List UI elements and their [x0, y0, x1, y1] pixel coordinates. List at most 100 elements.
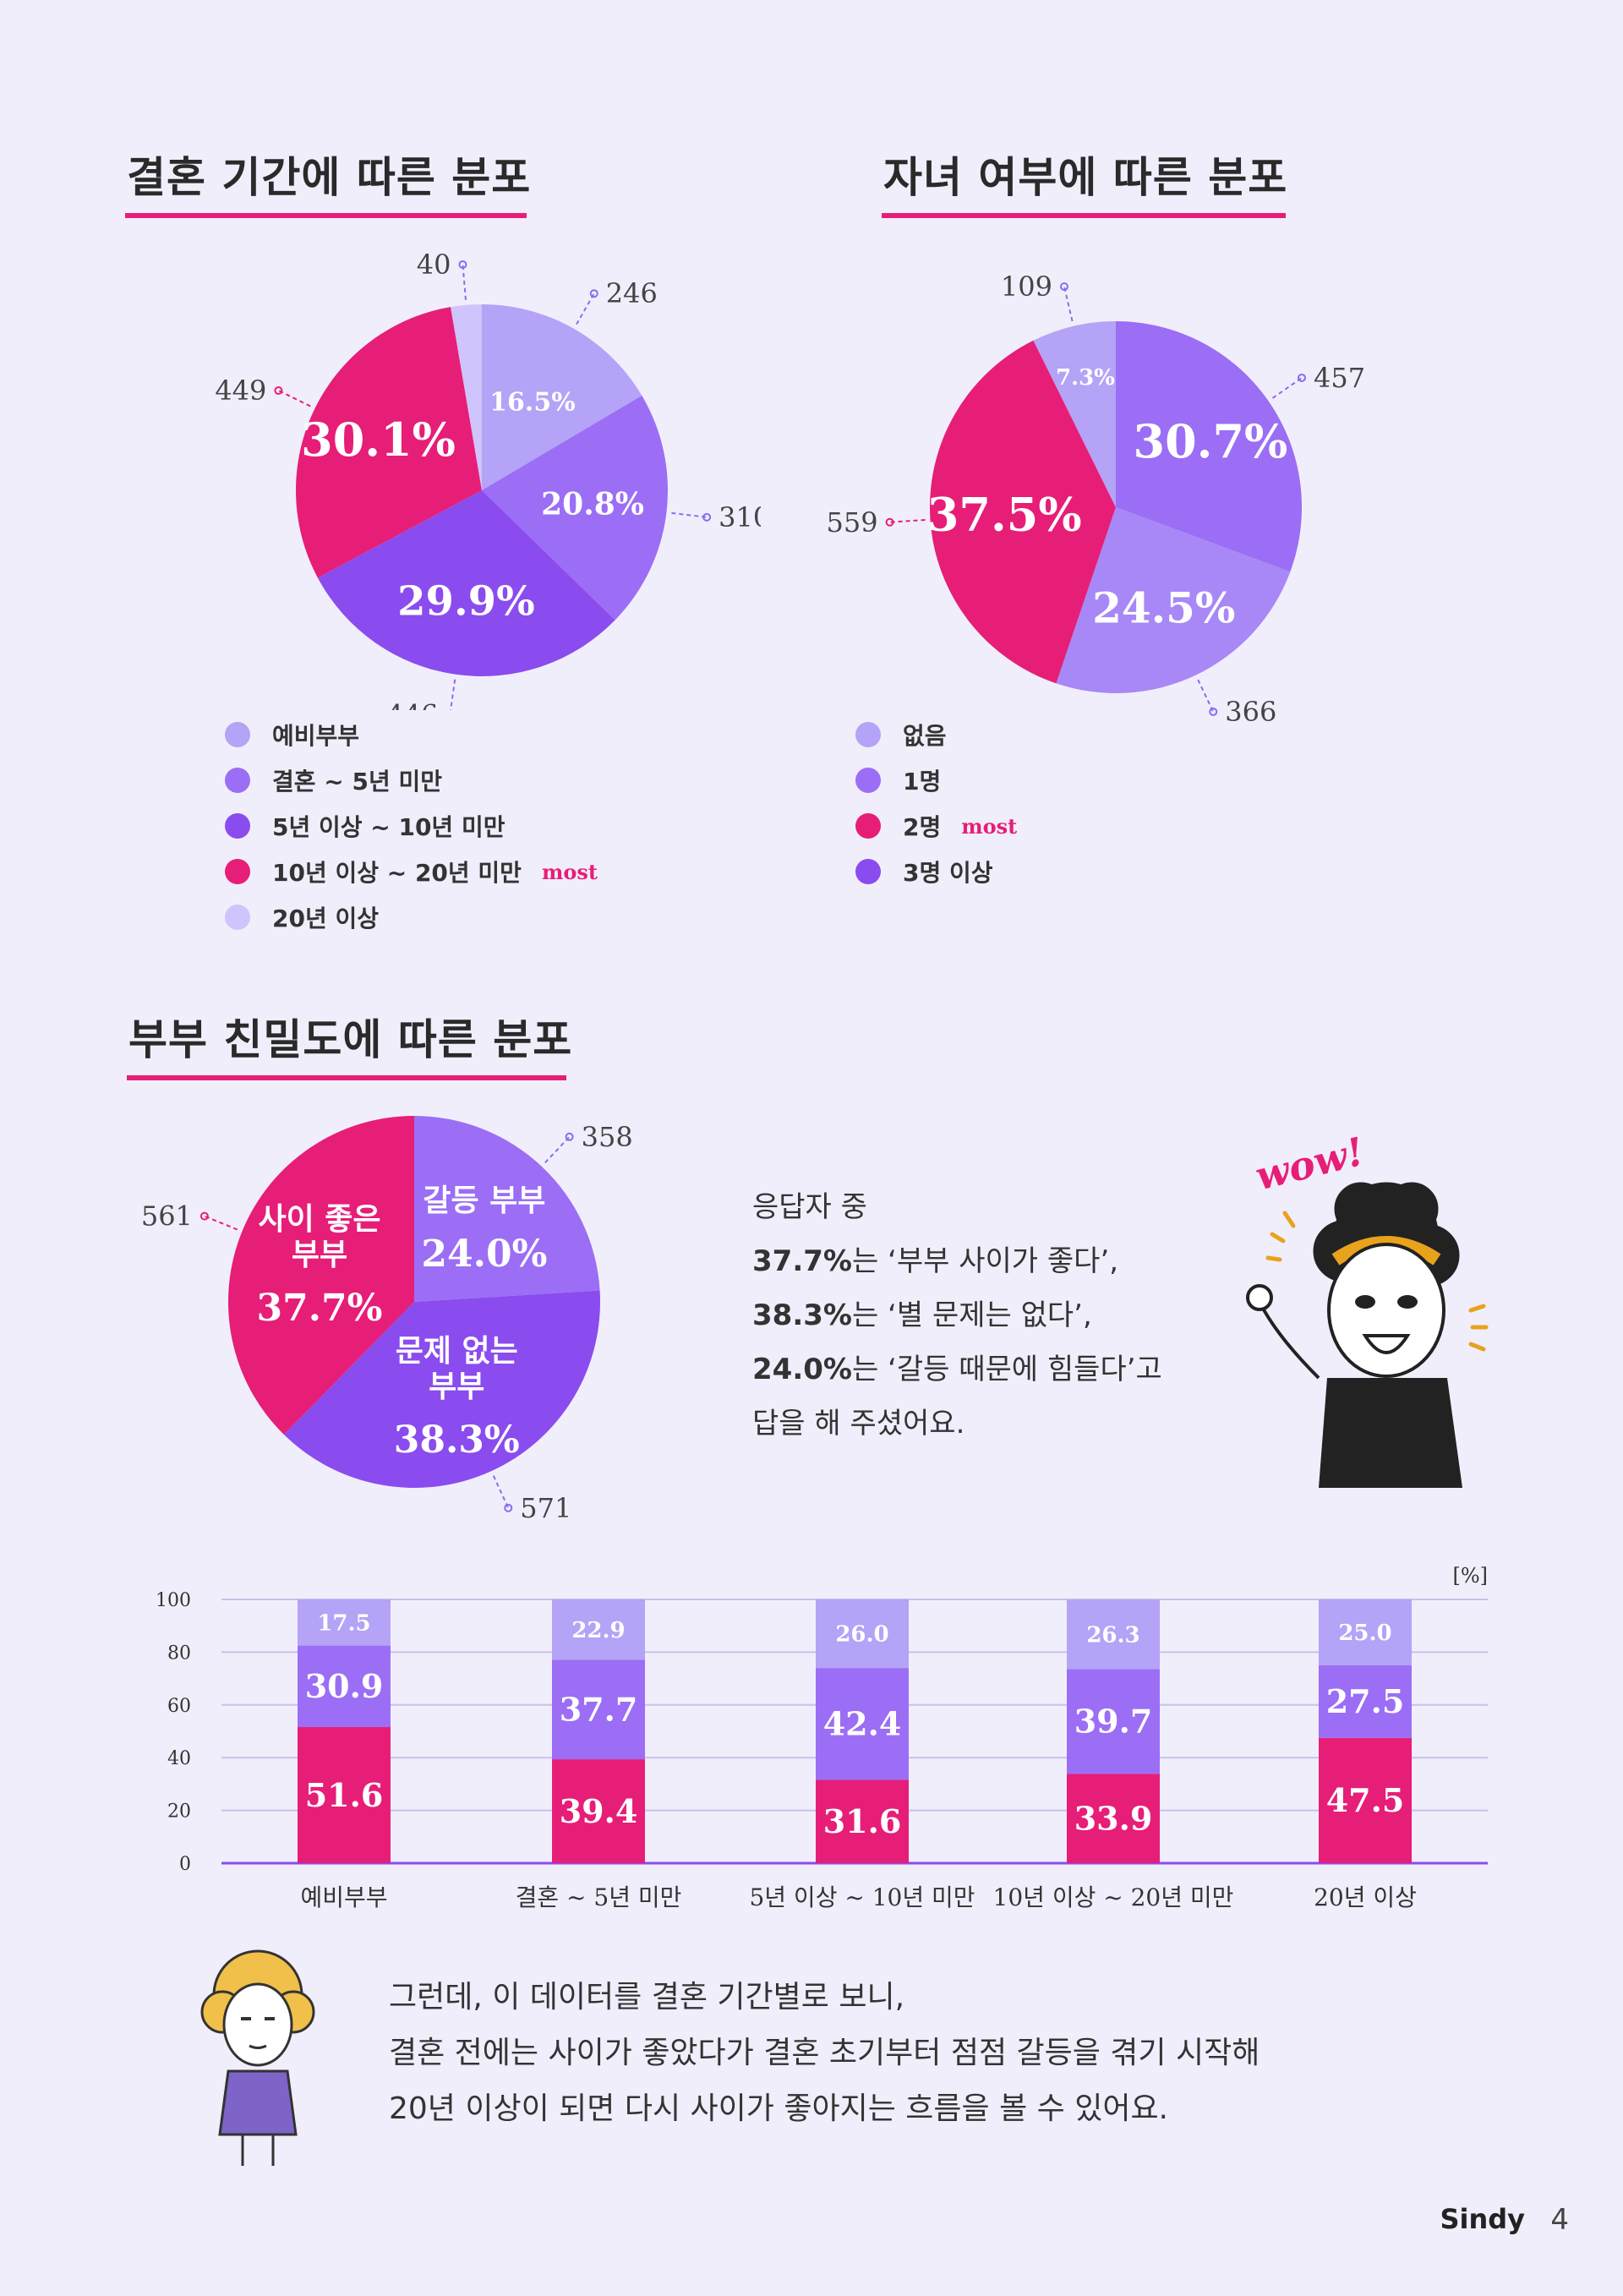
conclusion-line: 20년 이상이 되면 다시 사이가 좋아지는 흐름을 볼 수 있어요.: [389, 2091, 1169, 2126]
callout-dot: [1059, 282, 1068, 292]
slice-count-label: 246: [606, 277, 658, 309]
conclusion-text: 그런데, 이 데이터를 결혼 기간별로 보니, 결혼 전에는 사이가 좋았다가 결…: [389, 1970, 1260, 2137]
legend-label: 3명 이상: [903, 859, 993, 887]
bar-segment: [298, 1645, 391, 1728]
pie-slice: [1116, 321, 1302, 572]
legend-item: 결혼 ~ 5년 미만: [225, 757, 598, 803]
x-category-label: 5년 이상 ~ 10년 미만: [749, 1883, 975, 1911]
callout-dot: [199, 1211, 209, 1221]
legend-label: 예비부부: [272, 722, 360, 750]
legend-item: 2명 most: [855, 803, 1017, 849]
y-tick-label: 40: [167, 1748, 191, 1769]
slice-count-label: 310: [719, 501, 761, 533]
legend-item: 예비부부: [225, 712, 598, 757]
title-underline: [882, 213, 1286, 218]
bar-segment: [298, 1599, 391, 1646]
callout-dot: [274, 385, 283, 395]
bar-value-label: 26.3: [1086, 1622, 1139, 1648]
callout-dot: [702, 512, 712, 522]
pie-slice: [930, 340, 1116, 684]
stacked-bar-chart: 100 80 60 40 20 0 [%] 51.6 30.9 17.5 예비부부 39.4 37.7 2…: [156, 1564, 1488, 1911]
slice-name-label: 부부: [292, 1237, 347, 1272]
slice-name-label: 사이 좋은: [258, 1201, 380, 1237]
bar-segment: [1319, 1665, 1412, 1738]
wow-character-illustration: wow!: [1246, 1129, 1489, 1488]
intimacy-summary-paragraph: 응답자 중 37.7%는 ‘부부 사이가 좋다’, 38.3%는 ‘별 문제는 없다…: [752, 1180, 1162, 1451]
bar-segment: [1067, 1774, 1160, 1863]
bar-value-label: 25.0: [1338, 1621, 1391, 1646]
x-category-label: 20년 이상: [1314, 1883, 1417, 1911]
legend-swatch: [225, 905, 250, 930]
pie-slice: [482, 395, 668, 620]
bar-segment: [1319, 1599, 1412, 1665]
callout-line: [1271, 377, 1303, 399]
legend-children: 없음 1명 2명 most 3명 이상: [855, 712, 1017, 894]
legend-swatch: [225, 722, 250, 747]
callout-dot: [1297, 373, 1306, 382]
bar-segment: [816, 1779, 909, 1863]
bar-segment: [552, 1599, 645, 1660]
slice-name-label: 문제 없는: [396, 1333, 518, 1369]
bar-value-label: 42.4: [823, 1705, 902, 1743]
x-category-label: 결혼 ~ 5년 미만: [516, 1883, 682, 1911]
slice-count-label: 109: [1001, 271, 1052, 303]
callout-dot: [885, 517, 894, 527]
pie-slice: [414, 1116, 600, 1302]
callout-line: [492, 1475, 510, 1509]
pie-slice: [228, 1116, 414, 1435]
pie-slice: [283, 1290, 600, 1488]
bar-value-label: 30.9: [305, 1667, 384, 1705]
legend-item: 5년 이상 ~ 10년 미만: [225, 803, 598, 849]
legend-label: 1명: [903, 768, 942, 795]
pie-chart-marriage-duration: 246 16.5% 310 20.8% 446 29.9% 449 30.1% 40: [215, 249, 761, 710]
slice-count-label: 449: [215, 374, 266, 407]
slice-count-label: 561: [141, 1200, 193, 1233]
pie-slice: [1033, 321, 1116, 507]
bar-segment: [1067, 1599, 1160, 1670]
callout-dot: [565, 1132, 574, 1141]
slice-percent-label: 24.0%: [421, 1233, 547, 1276]
legend-item: 없음: [855, 712, 1017, 757]
paragraph-line: 응답자 중: [752, 1190, 867, 1224]
callout-line: [462, 264, 467, 300]
slice-count-label: 457: [1314, 362, 1365, 394]
callout-line: [1063, 286, 1074, 322]
paragraph-line: 답을 해 주셨어요.: [752, 1407, 965, 1440]
y-tick-label: 80: [167, 1643, 191, 1664]
legend-swatch: [225, 859, 250, 884]
section-title-marriage-duration: 결혼 기간에 따른 분포: [127, 153, 532, 202]
bar-segment: [816, 1599, 909, 1669]
legend-swatch: [855, 768, 881, 793]
callout-line: [576, 292, 595, 325]
slice-percent-label: 37.5%: [927, 488, 1082, 542]
bar-value-label: 33.9: [1074, 1799, 1153, 1837]
slice-count-label: 40: [417, 249, 451, 281]
legend-swatch: [225, 813, 250, 839]
callout-line: [889, 518, 926, 523]
callout-line: [277, 390, 311, 407]
y-tick-label: 100: [156, 1590, 191, 1611]
bar-value-label: 27.5: [1326, 1682, 1405, 1720]
pie-slice: [295, 307, 482, 578]
most-tag: most: [961, 813, 1018, 839]
paragraph-line: 37.7%는 ‘부부 사이가 좋다’,: [752, 1244, 1119, 1278]
legend-swatch: [855, 813, 881, 839]
slice-percent-label: 16.5%: [489, 387, 576, 417]
legend-label: 20년 이상: [272, 905, 379, 932]
legend-item: 3명 이상: [855, 849, 1017, 894]
conclusion-line: 결혼 전에는 사이가 좋았다가 결혼 초기부터 점점 갈등을 겪기 시작해: [389, 2036, 1260, 2070]
unit-label: [%]: [1452, 1564, 1488, 1588]
legend-swatch: [855, 722, 881, 747]
slice-count-label: 446: [386, 698, 438, 710]
legend-swatch: [225, 768, 250, 793]
legend-item: 20년 이상: [225, 894, 598, 940]
paragraph-line: 38.3%는 ‘별 문제는 없다’,: [752, 1298, 1092, 1332]
title-underline: [127, 1075, 566, 1080]
legend-label: 5년 이상 ~ 10년 미만: [272, 813, 505, 841]
callout-dot: [589, 289, 598, 298]
most-tag: most: [541, 859, 598, 884]
bar-value-label: 37.7: [560, 1691, 638, 1729]
bar-value-label: 51.6: [305, 1776, 384, 1814]
legend-label: 없음: [903, 722, 947, 750]
pie-chart-children: 457 30.7% 366 24.5% 559 37.5% 109 7.3%: [828, 271, 1365, 727]
